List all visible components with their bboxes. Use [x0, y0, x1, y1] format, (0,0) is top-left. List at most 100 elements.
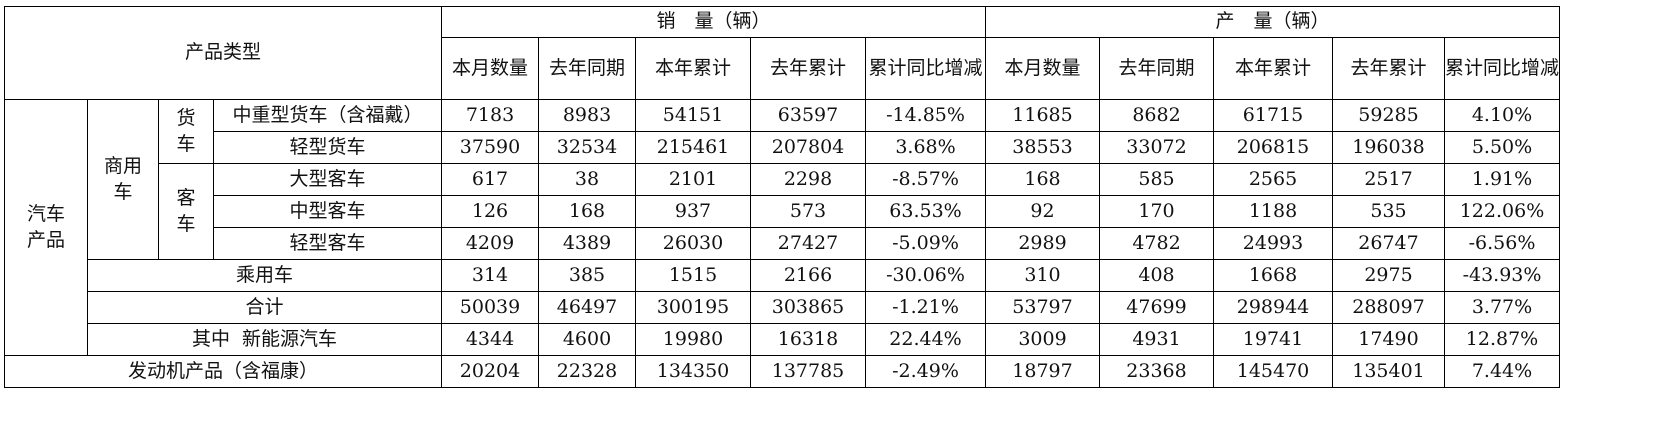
sales-cell-r0-c0: 7183: [441, 99, 539, 132]
sales-cell-r5-c0: 314: [441, 259, 539, 292]
production-cell-r8-c3: 135401: [1332, 355, 1445, 388]
production-group-header: 产 量（辆）: [985, 6, 1560, 38]
sales-cell-r8-c0: 20204: [441, 355, 539, 388]
production-cell-r5-c4: -43.93%: [1444, 259, 1560, 292]
sales-cell-r7-c1: 4600: [538, 323, 636, 356]
product-type-header: 产品类型: [4, 6, 442, 100]
sales-group-header: 销 量（辆）: [441, 6, 986, 38]
sales-cell-r0-c2: 54151: [635, 99, 751, 132]
production-cell-r2-c2: 2565: [1213, 163, 1333, 196]
sales-cell-r6-c3: 303865: [750, 291, 866, 324]
production-cell-r8-c1: 23368: [1099, 355, 1214, 388]
sales-production-table: 产品类型 销 量（辆） 产 量（辆） 本月数量 去年同期 本年累计 去年累计 累…: [4, 6, 1560, 388]
sales-cell-r7-c0: 4344: [441, 323, 539, 356]
sales-col-lastyear-header: 去年同期: [538, 37, 636, 100]
sales-cell-r7-c2: 19980: [635, 323, 751, 356]
production-cell-r3-c2: 1188: [1213, 195, 1333, 228]
production-cell-r5-c0: 310: [985, 259, 1100, 292]
sales-cell-r2-c2: 2101: [635, 163, 751, 196]
sales-cell-r4-c1: 4389: [538, 227, 636, 260]
production-cell-r5-c3: 2975: [1332, 259, 1445, 292]
production-cell-r0-c4: 4.10%: [1444, 99, 1560, 132]
production-cell-r7-c3: 17490: [1332, 323, 1445, 356]
row-label-medium-bus: 中型客车: [213, 195, 442, 228]
row-label-light-bus: 轻型客车: [213, 227, 442, 260]
production-cell-r3-c4: 122.06%: [1444, 195, 1560, 228]
sales-cell-r0-c1: 8983: [538, 99, 636, 132]
production-cell-r1-c4: 5.50%: [1444, 131, 1560, 164]
sales-cell-r8-c3: 137785: [750, 355, 866, 388]
production-cell-r8-c2: 145470: [1213, 355, 1333, 388]
production-cell-r0-c1: 8682: [1099, 99, 1214, 132]
production-cell-r0-c3: 59285: [1332, 99, 1445, 132]
row-label-engine: 发动机产品（含福康）: [4, 355, 442, 388]
production-cell-r7-c4: 12.87%: [1444, 323, 1560, 356]
production-cell-r4-c1: 4782: [1099, 227, 1214, 260]
sales-cell-r8-c1: 22328: [538, 355, 636, 388]
row-label-medium-heavy-truck: 中重型货车（含福戴）: [213, 99, 442, 132]
sales-cell-r1-c3: 207804: [750, 131, 866, 164]
prod-col-yoy-header: 累计同比增减: [1444, 37, 1560, 100]
production-cell-r2-c4: 1.91%: [1444, 163, 1560, 196]
production-cell-r6-c3: 288097: [1332, 291, 1445, 324]
truck-label: 货车: [158, 99, 214, 164]
production-cell-r5-c2: 1668: [1213, 259, 1333, 292]
bus-label: 客车: [158, 163, 214, 260]
prod-col-lastyear-header: 去年同期: [1099, 37, 1214, 100]
sales-cell-r8-c4: -2.49%: [865, 355, 986, 388]
sales-cell-r5-c4: -30.06%: [865, 259, 986, 292]
row-label-nev: 其中 新能源汽车: [87, 323, 442, 356]
production-cell-r2-c0: 168: [985, 163, 1100, 196]
sales-cell-r2-c0: 617: [441, 163, 539, 196]
production-cell-r6-c1: 47699: [1099, 291, 1214, 324]
production-cell-r1-c1: 33072: [1099, 131, 1214, 164]
sales-cell-r5-c2: 1515: [635, 259, 751, 292]
sales-cell-r4-c2: 26030: [635, 227, 751, 260]
sales-cell-r2-c1: 38: [538, 163, 636, 196]
sales-cell-r7-c3: 16318: [750, 323, 866, 356]
production-cell-r8-c4: 7.44%: [1444, 355, 1560, 388]
sales-cell-r4-c3: 27427: [750, 227, 866, 260]
row-label-total: 合计: [87, 291, 442, 324]
production-cell-r6-c4: 3.77%: [1444, 291, 1560, 324]
sales-cell-r4-c0: 4209: [441, 227, 539, 260]
production-cell-r5-c1: 408: [1099, 259, 1214, 292]
sales-cell-r1-c2: 215461: [635, 131, 751, 164]
sales-cell-r3-c3: 573: [750, 195, 866, 228]
production-cell-r8-c0: 18797: [985, 355, 1100, 388]
sales-cell-r3-c4: 63.53%: [865, 195, 986, 228]
sales-cell-r6-c2: 300195: [635, 291, 751, 324]
production-cell-r3-c1: 170: [1099, 195, 1214, 228]
sales-col-month-header: 本月数量: [441, 37, 539, 100]
commercial-label: 商用车: [87, 99, 159, 260]
production-cell-r7-c1: 4931: [1099, 323, 1214, 356]
production-cell-r3-c0: 92: [985, 195, 1100, 228]
production-cell-r1-c0: 38553: [985, 131, 1100, 164]
production-cell-r7-c2: 19741: [1213, 323, 1333, 356]
production-cell-r4-c0: 2989: [985, 227, 1100, 260]
sales-col-ytd-header: 本年累计: [635, 37, 751, 100]
production-cell-r1-c3: 196038: [1332, 131, 1445, 164]
sales-cell-r5-c1: 385: [538, 259, 636, 292]
sales-cell-r3-c0: 126: [441, 195, 539, 228]
sales-cell-r8-c2: 134350: [635, 355, 751, 388]
production-cell-r3-c3: 535: [1332, 195, 1445, 228]
sales-cell-r3-c2: 937: [635, 195, 751, 228]
sales-cell-r7-c4: 22.44%: [865, 323, 986, 356]
production-cell-r2-c1: 585: [1099, 163, 1214, 196]
production-cell-r0-c0: 11685: [985, 99, 1100, 132]
production-cell-r6-c0: 53797: [985, 291, 1100, 324]
sales-cell-r0-c4: -14.85%: [865, 99, 986, 132]
row-label-large-bus: 大型客车: [213, 163, 442, 196]
prod-col-lastytd-header: 去年累计: [1332, 37, 1445, 100]
sales-cell-r0-c3: 63597: [750, 99, 866, 132]
production-cell-r7-c0: 3009: [985, 323, 1100, 356]
sales-cell-r4-c4: -5.09%: [865, 227, 986, 260]
sales-cell-r2-c4: -8.57%: [865, 163, 986, 196]
prod-col-month-header: 本月数量: [985, 37, 1100, 100]
prod-col-ytd-header: 本年累计: [1213, 37, 1333, 100]
production-cell-r4-c4: -6.56%: [1444, 227, 1560, 260]
sales-cell-r6-c0: 50039: [441, 291, 539, 324]
sales-cell-r2-c3: 2298: [750, 163, 866, 196]
sales-cell-r6-c1: 46497: [538, 291, 636, 324]
